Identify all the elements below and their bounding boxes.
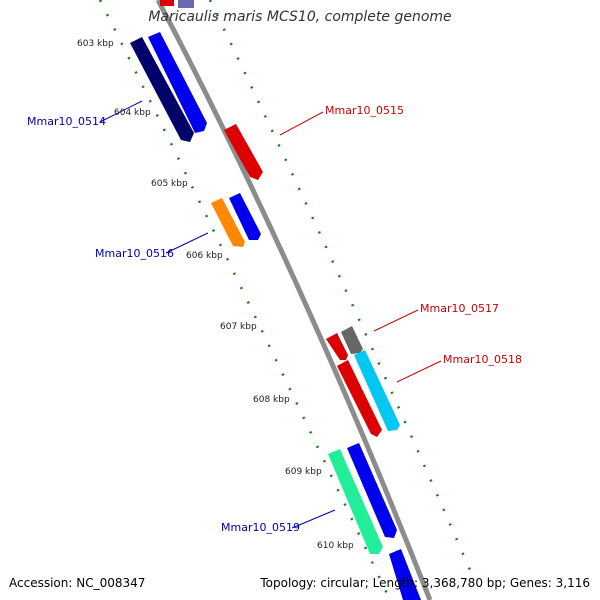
genome-backbone bbox=[155, 0, 433, 600]
gene-0519-blue bbox=[347, 443, 397, 538]
tick-label: 607 kbp bbox=[220, 322, 257, 332]
gene-0514-blue bbox=[148, 32, 207, 133]
tick-label: 609 kbp bbox=[285, 467, 322, 477]
leader-0517 bbox=[373, 309, 419, 332]
leader-0515 bbox=[279, 111, 324, 136]
gene-label-0516[interactable]: Mmar10_0516 bbox=[95, 247, 174, 260]
gene-0517-gray bbox=[341, 326, 363, 354]
gene-0515-red bbox=[224, 124, 263, 180]
genome-summary: Topology: circular; Length: 3,368,780 bp… bbox=[260, 576, 590, 590]
tick-label: 608 kbp bbox=[253, 395, 290, 405]
gene-label-0518[interactable]: Mmar10_0518 bbox=[443, 353, 522, 366]
gene-top-red bbox=[160, 0, 174, 6]
leader-0516 bbox=[165, 232, 209, 254]
gene-label-0519[interactable]: Mmar10_0519 bbox=[221, 521, 300, 534]
gene-label-0514[interactable]: Mmar10_0514 bbox=[27, 115, 106, 128]
map-title: Maricaulis maris MCS10, complete genome bbox=[148, 9, 452, 25]
tick-label: 606 kbp bbox=[186, 251, 223, 261]
leader-0518 bbox=[396, 360, 442, 383]
gene-red-small bbox=[326, 333, 348, 360]
leader-0514 bbox=[99, 100, 143, 123]
tick-label: 604 kbp bbox=[114, 108, 151, 118]
gene-red-long bbox=[337, 360, 382, 437]
gene-label-0517[interactable]: Mmar10_0517 bbox=[420, 302, 499, 315]
leader-0519 bbox=[291, 509, 336, 529]
tick-label: 610 kbp bbox=[317, 541, 354, 551]
left-tick-track bbox=[98, 0, 392, 600]
right-tick-track bbox=[208, 0, 472, 571]
gene-0518-cyan bbox=[354, 350, 400, 431]
tick-label: 603 kbp bbox=[77, 39, 114, 49]
gene-0514-dark bbox=[130, 37, 194, 142]
gene-label-0515[interactable]: Mmar10_0515 bbox=[325, 104, 404, 117]
gene-0519-green bbox=[328, 449, 383, 554]
gene-0516-orange bbox=[211, 198, 245, 247]
gene-bottom-blue bbox=[389, 549, 421, 600]
accession-label: Accession: NC_008347 bbox=[9, 576, 146, 590]
gene-top-purple bbox=[178, 0, 194, 8]
tick-label: 605 kbp bbox=[151, 179, 188, 189]
gene-0516-blue bbox=[229, 193, 261, 240]
